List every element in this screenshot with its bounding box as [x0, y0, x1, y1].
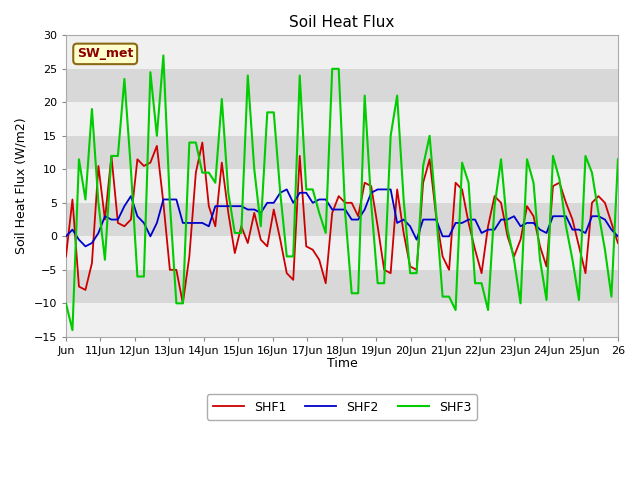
SHF3 — [127, 167, 135, 172]
SHF2 — [283, 187, 291, 192]
SHF1 — [543, 264, 550, 269]
Text: SW_met: SW_met — [77, 48, 133, 60]
Bar — [66, 270, 618, 303]
SHF1 — [198, 140, 206, 145]
SHF1 — [120, 223, 128, 229]
Bar — [66, 136, 618, 169]
Bar — [66, 169, 618, 203]
Line: SHF1: SHF1 — [66, 143, 618, 303]
SHF3 — [543, 297, 550, 303]
SHF3 — [62, 300, 70, 306]
SHF1 — [614, 240, 622, 246]
SHF2 — [95, 230, 102, 236]
SHF2 — [614, 233, 622, 239]
Bar — [66, 303, 618, 337]
SHF1 — [341, 200, 349, 206]
SHF3 — [341, 210, 349, 216]
Line: SHF2: SHF2 — [66, 190, 618, 246]
Bar — [66, 102, 618, 136]
SHF3 — [497, 156, 505, 162]
X-axis label: Time: Time — [326, 357, 357, 370]
SHF1 — [75, 284, 83, 289]
Bar — [66, 236, 618, 270]
Bar — [66, 69, 618, 102]
Bar — [66, 36, 618, 69]
SHF3 — [68, 327, 76, 333]
SHF1 — [88, 260, 96, 266]
SHF3 — [159, 52, 167, 58]
SHF2 — [497, 216, 505, 222]
SHF2 — [81, 243, 89, 249]
Line: SHF3: SHF3 — [66, 55, 618, 330]
SHF2 — [341, 207, 349, 213]
SHF2 — [543, 230, 550, 236]
SHF3 — [95, 200, 102, 206]
SHF1 — [62, 253, 70, 259]
SHF1 — [497, 200, 505, 206]
SHF2 — [75, 237, 83, 242]
SHF2 — [62, 233, 70, 239]
Legend: SHF1, SHF2, SHF3: SHF1, SHF2, SHF3 — [207, 395, 477, 420]
Title: Soil Heat Flux: Soil Heat Flux — [289, 15, 395, 30]
Bar — [66, 203, 618, 236]
SHF1 — [179, 300, 187, 306]
Y-axis label: Soil Heat Flux (W/m2): Soil Heat Flux (W/m2) — [15, 118, 28, 254]
SHF3 — [81, 197, 89, 203]
SHF3 — [614, 156, 622, 162]
SHF2 — [127, 193, 135, 199]
